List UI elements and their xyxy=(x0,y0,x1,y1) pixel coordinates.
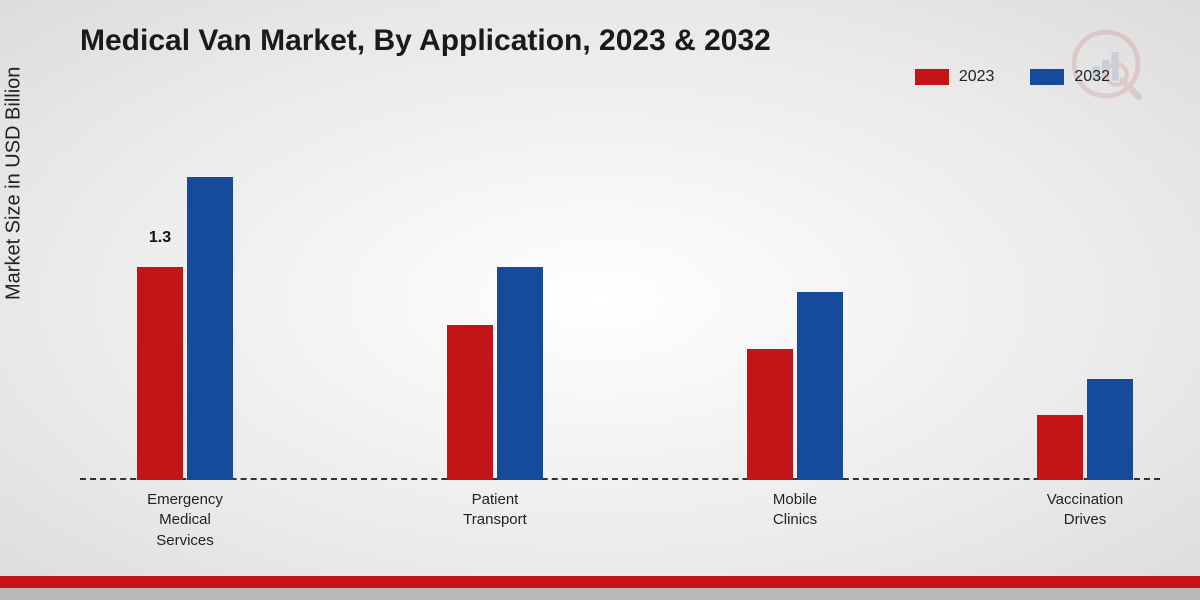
chart-canvas: Medical Van Market, By Application, 2023… xyxy=(0,0,1200,600)
bar-2023 xyxy=(447,325,493,480)
legend-label-2023: 2023 xyxy=(959,68,995,86)
category-label: MobileClinics xyxy=(715,490,875,531)
bar-group: EmergencyMedicalServices1.3 xyxy=(137,177,233,480)
bar-2023 xyxy=(137,267,183,480)
x-axis-baseline xyxy=(80,478,1160,480)
category-label: VaccinationDrives xyxy=(1005,490,1165,531)
chart-title: Medical Van Market, By Application, 2023… xyxy=(80,24,771,58)
bar-group: VaccinationDrives xyxy=(1037,379,1133,480)
bar-2032 xyxy=(497,267,543,480)
bar-value-label: 1.3 xyxy=(149,229,171,247)
bar-group: PatientTransport xyxy=(447,267,543,480)
bar-2023 xyxy=(747,349,793,480)
bar-2023 xyxy=(1037,415,1083,480)
footer-stripe-grey xyxy=(0,588,1200,600)
legend-label-2032: 2032 xyxy=(1074,68,1110,86)
bar-group: MobileClinics xyxy=(747,292,843,480)
y-axis-label: Market Size in USD Billion xyxy=(3,67,26,300)
bar-2032 xyxy=(1087,379,1133,480)
footer-stripe-red xyxy=(0,576,1200,588)
legend-item-2032: 2032 xyxy=(1030,68,1110,86)
legend-swatch-2023 xyxy=(915,69,949,85)
bar-2032 xyxy=(797,292,843,480)
category-label: EmergencyMedicalServices xyxy=(105,490,265,551)
legend-item-2023: 2023 xyxy=(915,68,995,86)
bar-2032 xyxy=(187,177,233,480)
plot-area: EmergencyMedicalServices1.3 PatientTransp… xyxy=(80,120,1160,480)
category-label: PatientTransport xyxy=(415,490,575,531)
legend: 2023 2032 xyxy=(915,68,1110,86)
legend-swatch-2032 xyxy=(1030,69,1064,85)
